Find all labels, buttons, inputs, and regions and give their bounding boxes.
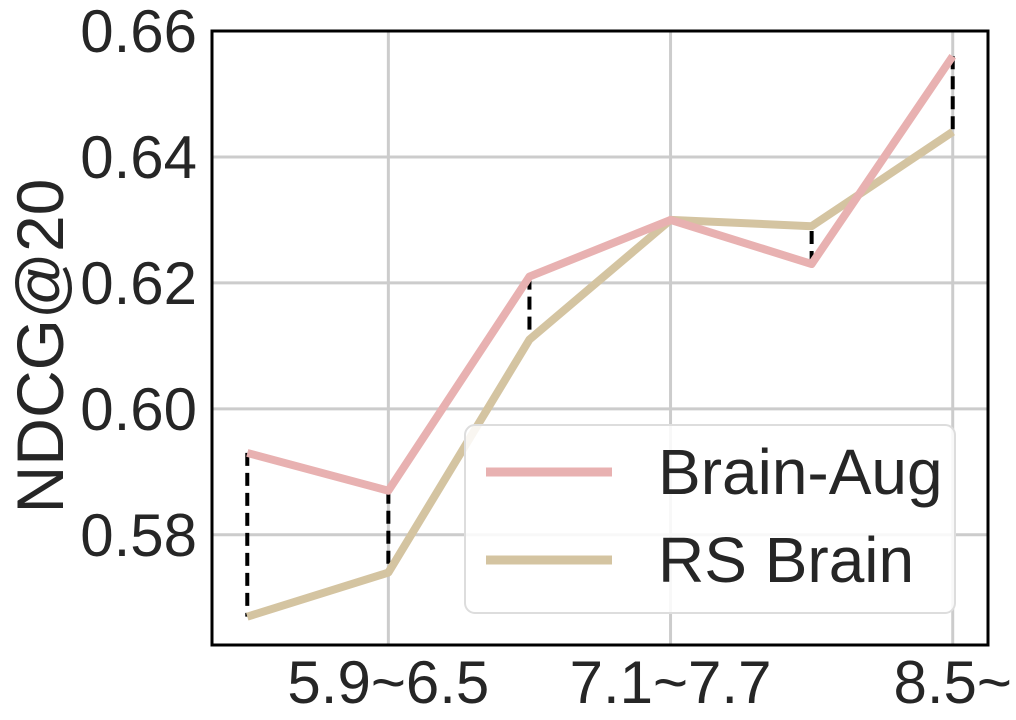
x-tick-label: 8.5~ <box>894 649 1012 716</box>
legend-label: RS Brain <box>658 524 914 596</box>
tick-labels: 0.58 0.60 0.62 0.64 0.66 5.9~6.5 7.1~7.7 8.5~ <box>80 0 1012 716</box>
legend: Brain-Aug RS Brain <box>464 424 956 614</box>
y-tick-label: 0.66 <box>80 0 197 65</box>
gap-markers <box>245 56 955 617</box>
plot-frame <box>210 29 990 647</box>
series-lines <box>246 53 957 621</box>
series-line-1 <box>246 53 957 495</box>
y-tick-label: 0.60 <box>80 376 197 443</box>
series-line-2 <box>246 128 955 621</box>
y-tick-label: 0.62 <box>80 250 197 317</box>
x-tick-label: 5.9~6.5 <box>287 649 489 716</box>
y-tick-label: 0.64 <box>80 124 197 191</box>
y-axis-label: NDCG@20 <box>3 179 77 514</box>
legend-label: Brain-Aug <box>658 436 943 508</box>
y-tick-label: 0.58 <box>80 502 197 569</box>
x-tick-label: 7.1~7.7 <box>570 649 772 716</box>
